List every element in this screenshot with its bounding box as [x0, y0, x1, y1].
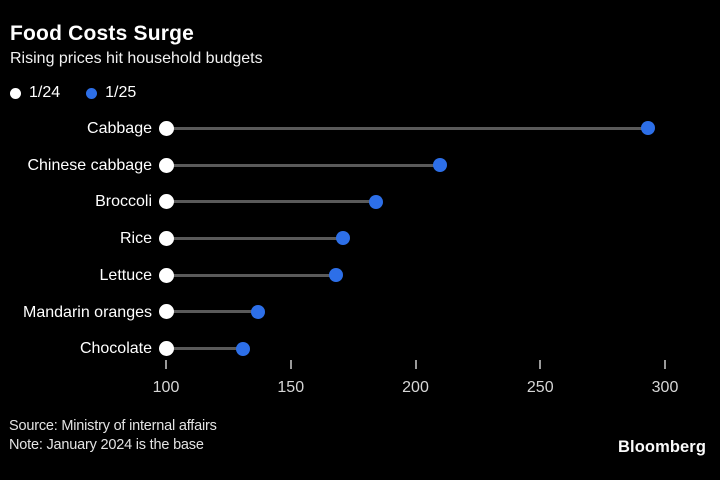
axis-tick-mark	[414, 360, 417, 369]
axis-tick-label: 200	[402, 379, 429, 396]
chart-row: Broccoli	[0, 183, 720, 220]
legend-blue-dot-icon	[86, 87, 98, 99]
chart-row: Mandarin oranges	[0, 294, 720, 331]
axis-tick-label: 250	[526, 379, 554, 396]
dot-1-24	[158, 194, 174, 210]
connector-line	[166, 126, 648, 130]
legend-item-1-24: 1/24	[10, 84, 60, 102]
chart-row: Cabbage	[0, 110, 720, 147]
category-label: Rice	[119, 230, 152, 248]
connector-line	[166, 273, 336, 277]
connector-line	[166, 200, 376, 204]
connector-line	[166, 347, 244, 351]
source-note: Source: Ministry of internal affairs	[9, 418, 217, 434]
legend-white-dot-icon	[10, 87, 21, 99]
legend-label-1-24: 1/24	[29, 84, 61, 101]
axis-tick-mark	[165, 360, 167, 369]
dot-1-24	[158, 120, 174, 136]
chart-title: Food Costs Surge	[10, 22, 195, 45]
category-label: Mandarin oranges	[23, 303, 152, 321]
dot-1-24	[158, 267, 174, 283]
category-label: Chinese cabbage	[27, 156, 152, 174]
dot-1-24	[158, 304, 174, 320]
connector-line	[166, 310, 259, 314]
base-note: Note: January 2024 is the base	[9, 437, 204, 453]
legend: 1/24 1/25	[10, 84, 136, 102]
chart-subtitle: Rising prices hit household budgets	[10, 50, 263, 67]
dot-1-25	[251, 304, 266, 319]
category-label: Chocolate	[79, 340, 152, 358]
category-label: Lettuce	[99, 266, 152, 284]
axis-tick-mark	[664, 360, 666, 369]
connector-line	[166, 163, 441, 167]
legend-label-1-25: 1/25	[105, 84, 137, 101]
dot-1-25	[433, 158, 448, 173]
plot-area: Cabbage Chinese cabbage Broccoli Rice Lettuc…	[0, 110, 720, 367]
dot-1-25	[336, 231, 351, 246]
dot-1-24	[158, 230, 174, 246]
dot-1-24	[158, 157, 174, 173]
axis-tick-mark	[289, 360, 292, 369]
category-label: Broccoli	[95, 193, 152, 211]
axis-tick-label: 150	[277, 379, 305, 396]
connector-line	[166, 236, 344, 240]
bloomberg-logo: Bloomberg	[618, 438, 706, 456]
chart-row: Chocolate	[0, 330, 720, 367]
legend-item-1-25: 1/25	[86, 84, 136, 102]
axis-tick-label: 100	[152, 379, 180, 396]
chart-row: Rice	[0, 220, 720, 257]
chart-row: Lettuce	[0, 257, 720, 294]
dot-1-25	[328, 268, 343, 283]
dot-1-25	[640, 121, 655, 136]
axis-tick-mark	[539, 360, 542, 369]
dot-1-25	[236, 341, 251, 356]
dot-1-24	[158, 341, 174, 357]
dot-1-25	[368, 194, 383, 209]
chart-row: Chinese cabbage	[0, 147, 720, 184]
footer: Source: Ministry of internal affairs Not…	[9, 417, 217, 455]
axis-tick-label: 300	[651, 379, 679, 396]
category-label: Cabbage	[87, 120, 152, 137]
